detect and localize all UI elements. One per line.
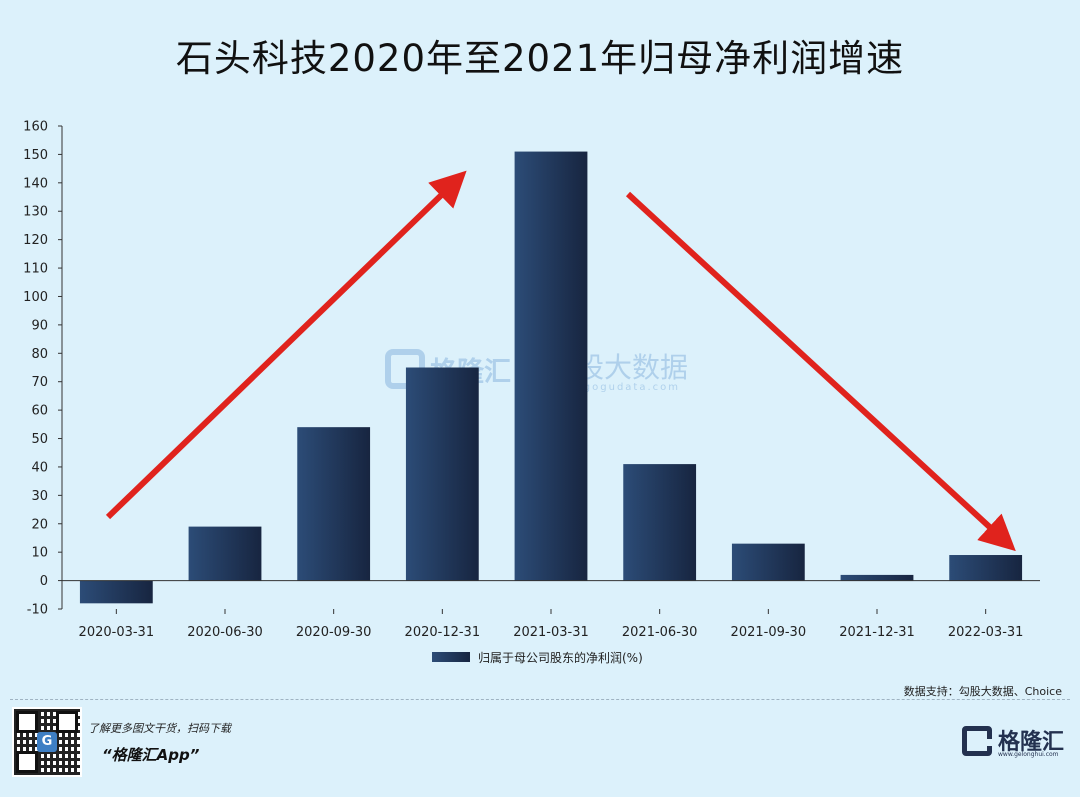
x-tick-label: 2021-09-30 [731, 625, 807, 640]
bar [623, 464, 697, 581]
qr-corner [16, 751, 38, 773]
bar [405, 367, 479, 581]
qr-logo-icon: G [37, 732, 57, 752]
y-tick-label: 150 [23, 148, 48, 163]
bar [297, 427, 371, 581]
brand-url: www.gelonghui.com [998, 751, 1059, 758]
watermark-url: www.gogudata.com [549, 382, 680, 393]
brand-name: 格隆汇 [998, 730, 1065, 755]
y-tick-label: 130 [23, 205, 48, 220]
x-tick-label: 2021-03-31 [513, 625, 589, 640]
y-tick-label: 70 [31, 375, 48, 390]
y-tick-label: 90 [31, 318, 48, 333]
y-tick-label: 160 [23, 120, 48, 135]
y-tick-label: 20 [31, 517, 48, 532]
qr-corner [56, 711, 78, 733]
app-name: “格隆汇App” [102, 746, 200, 764]
y-tick-label: 140 [23, 176, 48, 191]
qr-code[interactable]: G [12, 707, 82, 777]
brand-g-icon [962, 726, 992, 756]
y-tick-label: 120 [23, 233, 48, 248]
trend-down-arrow [625, 191, 1016, 552]
y-axis: -10 0 10 20 30 40 50 60 70 80 90 100 110 120 130 140 150… [23, 120, 63, 618]
x-tick-label: 2022-03-31 [948, 625, 1024, 640]
bar [188, 526, 262, 581]
bar [79, 580, 153, 604]
x-tick-label: 2020-03-31 [79, 625, 155, 640]
bar [514, 151, 588, 581]
y-tick-label: 100 [23, 290, 48, 305]
bar [949, 555, 1023, 581]
y-tick-label: 60 [31, 404, 48, 419]
bar-chart: 格隆汇 勾股大数据 www.gogudata.com -100102030405… [23, 120, 1040, 665]
y-tick-label: 30 [31, 489, 48, 504]
legend-swatch [432, 652, 470, 662]
qr-corner [16, 711, 38, 733]
x-tick-label: 2020-12-31 [405, 625, 481, 640]
x-tick-label: 2020-09-30 [296, 625, 372, 640]
x-tick-label: 2021-06-30 [622, 625, 698, 640]
y-tick-label: 40 [31, 460, 48, 475]
bars-group [79, 151, 1023, 604]
legend-label: 归属于母公司股东的净利润(%) [478, 650, 643, 665]
legend: 归属于母公司股东的净利润(%) [432, 650, 643, 665]
promo-text: 了解更多图文干货，扫码下载 [88, 722, 231, 735]
y-tick-label: 110 [23, 262, 48, 277]
trend-up-arrow [105, 170, 467, 520]
brand-logo: 格隆汇 www.gelonghui.com [962, 722, 1065, 762]
y-tick-label: -10 [27, 603, 48, 618]
x-axis: 2020-03-31 2020-06-30 2020-09-30 2020-12-31… [62, 580, 1040, 640]
x-tick-label: 2020-06-30 [187, 625, 263, 640]
data-source: 数据支持：勾股大数据、Choice [903, 685, 1062, 698]
y-tick-label: 0 [40, 574, 48, 589]
y-tick-label: 80 [31, 347, 48, 362]
chart-title: 石头科技2020年至2021年归母净利润增速 [175, 37, 905, 80]
x-tick-label: 2021-12-31 [839, 625, 915, 640]
bar [840, 574, 914, 581]
y-tick-label: 10 [31, 546, 48, 561]
footer-divider [10, 699, 1070, 700]
bar [731, 543, 805, 581]
y-tick-label: 50 [31, 432, 48, 447]
